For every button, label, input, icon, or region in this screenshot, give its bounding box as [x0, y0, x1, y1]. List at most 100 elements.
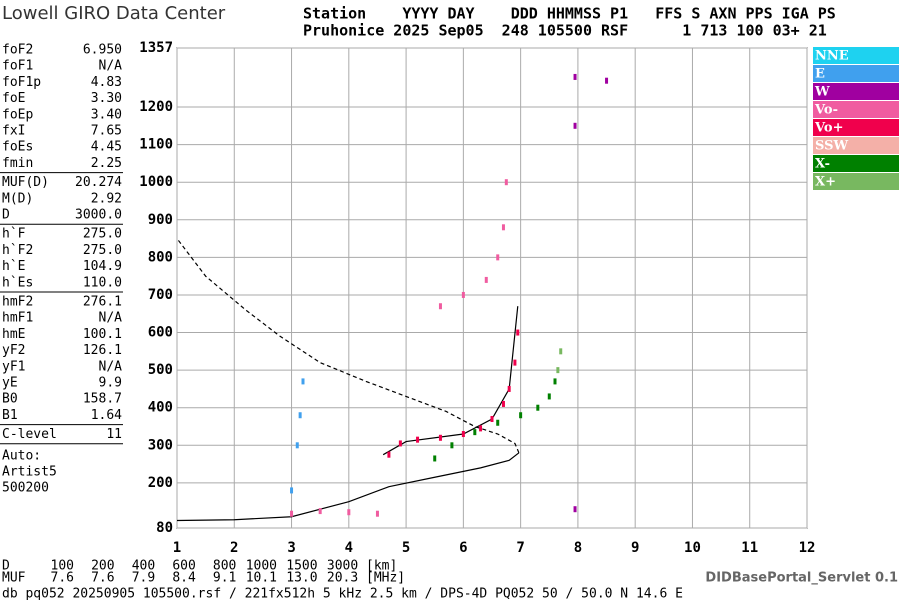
auto-line: Artist5	[2, 464, 57, 479]
footer-value: 20.3	[327, 571, 358, 586]
legend-label: W	[814, 85, 830, 100]
echo-point	[318, 508, 322, 515]
x-tick-label: 7	[516, 540, 524, 556]
param-name: M(D)	[2, 191, 33, 206]
param-value: N/A	[99, 359, 123, 374]
footer-value: 1500	[286, 559, 317, 574]
footer-value: 7.6	[91, 571, 114, 586]
x-tick-label: 9	[631, 540, 639, 556]
param-name: yF1	[2, 359, 25, 374]
param-value: 20.274	[75, 175, 122, 190]
param-value: 126.1	[83, 343, 122, 358]
footer-label: D	[2, 559, 10, 574]
y-tick-label: 1200	[139, 99, 173, 115]
x-tick-label: 10	[684, 540, 701, 556]
param-name: h`Es	[2, 275, 33, 290]
legend-label: E	[815, 67, 825, 82]
y-tick-label: 80	[156, 520, 173, 536]
footer-unit: [km]	[366, 559, 397, 574]
param-value: 4.45	[91, 140, 122, 155]
footer-value: 200	[91, 559, 114, 574]
echo-point	[438, 303, 442, 310]
param-value: 11	[106, 427, 122, 442]
legend-swatch	[813, 47, 899, 64]
y-tick-label: 300	[148, 437, 173, 453]
echo-point	[461, 431, 465, 438]
echo-point	[479, 425, 483, 432]
param-value: 3.30	[91, 91, 122, 106]
footer-value: 9.1	[213, 571, 236, 586]
header-line: Pruhonice 2025 Sep05 248 105500 RSF 1 71…	[303, 22, 827, 40]
param-value: 3.40	[91, 107, 122, 122]
param-name: C-level	[2, 427, 57, 442]
param-name: B1	[2, 408, 18, 423]
y-tick-label: 200	[148, 475, 173, 491]
param-name: h`F2	[2, 243, 33, 258]
echo-point	[496, 419, 500, 426]
param-name: h`F	[2, 227, 26, 242]
footer-value: 800	[213, 559, 236, 574]
footer-value: 7.6	[51, 571, 74, 586]
legend-label: X+	[815, 175, 836, 190]
param-name: foEp	[2, 107, 33, 122]
echo-point	[504, 179, 508, 186]
param-name: yF2	[2, 343, 25, 358]
param-name: fxI	[2, 124, 25, 139]
footer-value: 400	[132, 559, 155, 574]
param-value: 158.7	[83, 392, 122, 407]
y-tick-label: 500	[148, 362, 173, 378]
footer-label: MUF	[2, 571, 26, 586]
param-value: 275.0	[83, 243, 122, 258]
y-tick-label: 600	[148, 325, 173, 341]
param-name: foE	[2, 91, 25, 106]
echo-point	[290, 487, 294, 494]
x-tick-label: 11	[741, 540, 758, 556]
footer-value: 1000	[246, 559, 277, 574]
footer-value: 13.0	[286, 571, 317, 586]
footer-value: 3000	[327, 559, 358, 574]
param-name: foF2	[2, 43, 33, 58]
footer-value: 8.4	[172, 571, 196, 586]
param-name: fmin	[2, 156, 33, 171]
param-value: 4.83	[91, 75, 122, 90]
param-name: foF1	[2, 59, 33, 74]
y-tick-label: 900	[148, 212, 173, 228]
legend-swatch	[813, 173, 899, 190]
footer-value: 600	[172, 559, 195, 574]
legend-label: X-	[815, 157, 830, 172]
legend-swatch	[813, 101, 899, 118]
echo-point	[501, 400, 505, 407]
param-value: 2.92	[91, 191, 122, 206]
echo-point	[507, 385, 511, 392]
x-tick-label: 5	[402, 540, 410, 556]
param-value: N/A	[99, 311, 123, 326]
footer-value: 10.1	[246, 571, 277, 586]
echo-point	[433, 455, 437, 462]
param-name: B0	[2, 392, 18, 407]
x-tick-label: 6	[459, 540, 467, 556]
param-value: N/A	[99, 59, 123, 74]
echo-point	[438, 434, 442, 441]
legend-label: SSW	[815, 139, 848, 154]
echo-point	[298, 412, 302, 419]
echo-point	[295, 442, 299, 449]
x-tick-label: 2	[230, 540, 238, 556]
param-value: 1.64	[91, 408, 122, 423]
echo-point	[490, 415, 494, 422]
param-name: hmF2	[2, 295, 33, 310]
legend-label: NNE	[815, 49, 849, 64]
param-name: MUF(D)	[2, 175, 49, 190]
x-tick-label: 12	[799, 540, 816, 556]
legend-swatch	[813, 137, 899, 154]
logo: Lowell GIRO Data Center	[2, 3, 226, 24]
param-name: h`E	[2, 259, 25, 274]
param-value: 110.0	[83, 275, 122, 290]
param-value: 3000.0	[75, 208, 122, 223]
param-name: yE	[2, 376, 18, 391]
y-tick-label: 1357	[139, 40, 173, 56]
echo-point	[496, 254, 500, 261]
param-name: hmF1	[2, 311, 33, 326]
echo-point	[516, 329, 520, 336]
x-tick-label: 3	[287, 540, 295, 556]
